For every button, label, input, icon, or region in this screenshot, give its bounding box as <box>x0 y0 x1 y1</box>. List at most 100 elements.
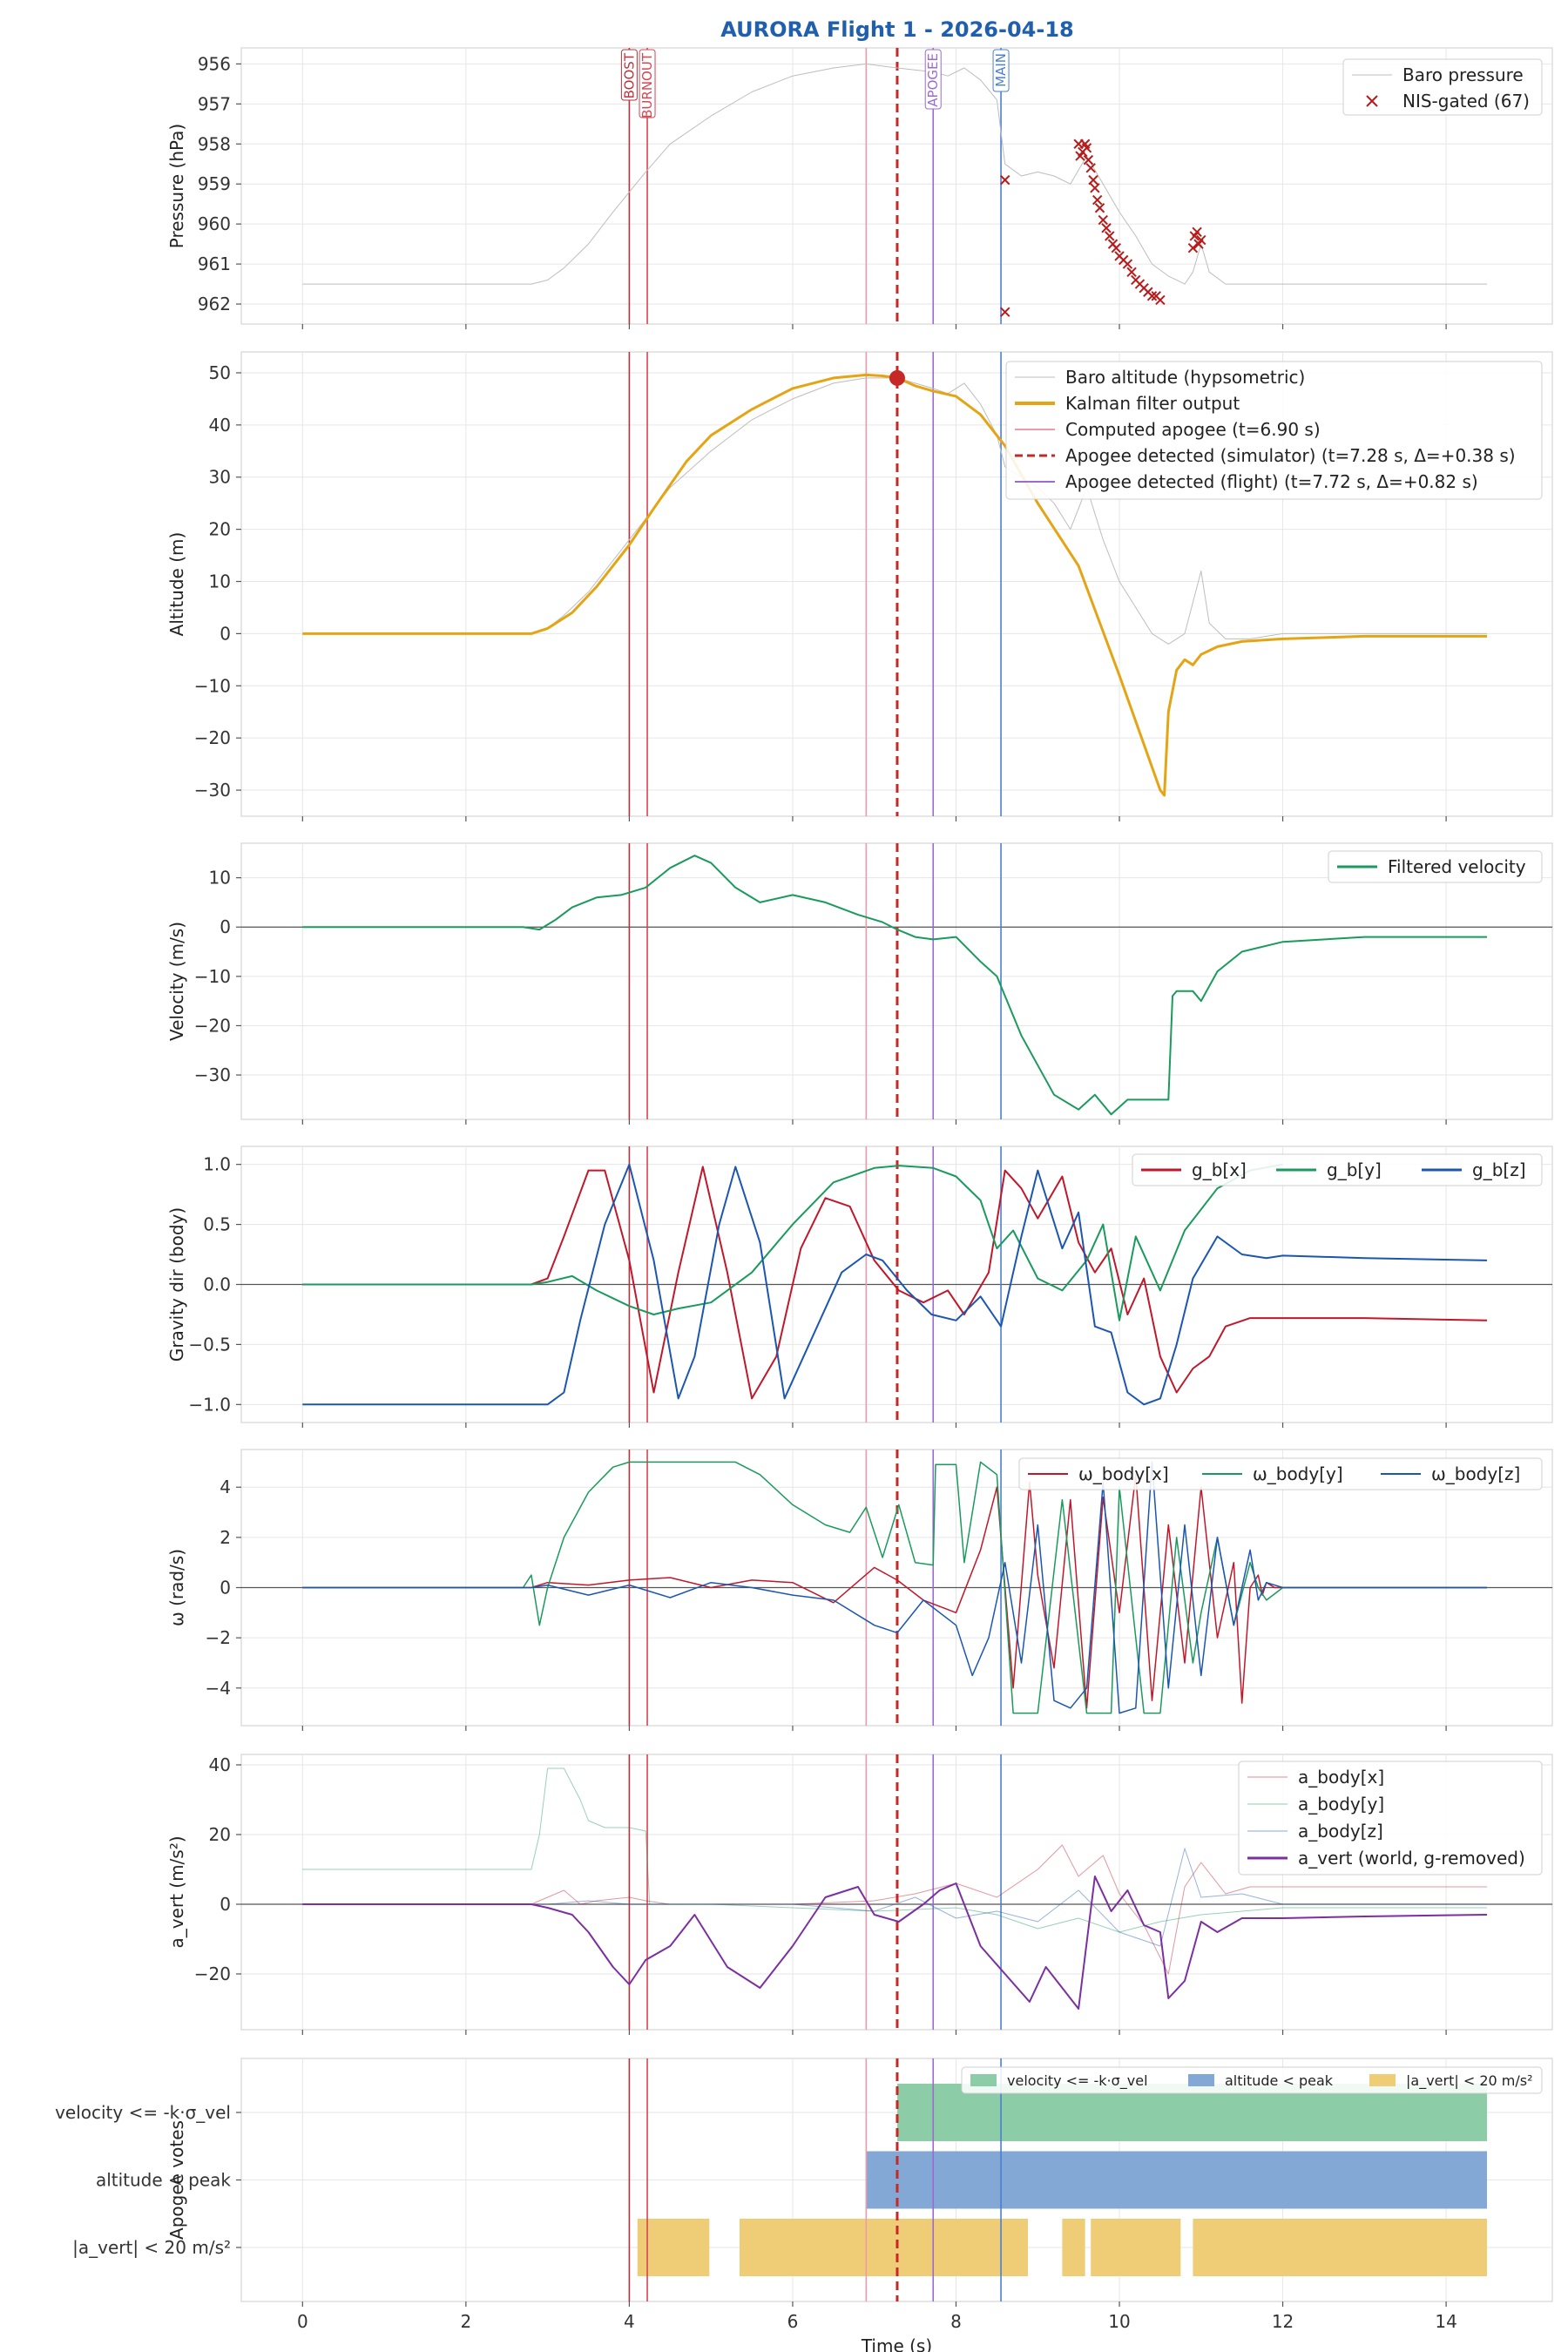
x-tick-label: 2 <box>460 2311 471 2332</box>
y-tick-label: 0 <box>220 1894 231 1915</box>
y-tick-label: 961 <box>198 253 231 274</box>
y-tick-label: −20 <box>194 727 231 748</box>
series-line <box>302 1848 1487 1947</box>
legend: Baro altitude (hypsometric) Kalman filter… <box>1005 361 1543 500</box>
legend-swatch <box>1366 95 1378 107</box>
series-line <box>302 855 1487 1116</box>
series-line <box>302 377 1487 645</box>
legend-label: a_vert (world, g-removed) <box>1298 1848 1525 1869</box>
x-tick-label: 4 <box>624 2311 635 2332</box>
legend-box <box>1238 1761 1543 1876</box>
event-label-box <box>924 49 942 110</box>
y-tick-label: −10 <box>194 966 231 987</box>
legend-label: Filtered velocity <box>1388 856 1526 877</box>
y-tick-label: 40 <box>209 1754 231 1775</box>
nis-point <box>1098 214 1108 226</box>
nis-point <box>1146 291 1158 301</box>
panel-pressure: 956 957 958 959 960 961 962 Pressure (hPa) BOOST… <box>166 47 1553 329</box>
y-tick-label: 956 <box>198 53 231 74</box>
legend-label: a_body[y] <box>1298 1794 1384 1815</box>
y-tick-label: −20 <box>194 1963 231 1984</box>
legend-box <box>1342 58 1543 116</box>
event-label-box <box>620 49 638 101</box>
y-tick-label: 10 <box>209 571 231 592</box>
y-tick-label: 50 <box>209 362 231 383</box>
series-line <box>302 63 1487 285</box>
y-tick-label: 0.5 <box>203 1214 231 1235</box>
series-line <box>302 1166 1488 1400</box>
y-axis-label: Gravity dir (body) <box>166 1207 187 1362</box>
vote-bar <box>637 2219 710 2276</box>
legend: ω_body[x] ω_body[y] ω_body[z] <box>1018 1457 1543 1490</box>
y-tick-label: 20 <box>209 519 231 540</box>
legend-label: a_body[x] <box>1298 1767 1384 1788</box>
legend-label: Baro altitude (hypsometric) <box>1065 367 1305 388</box>
event-label: MAIN <box>993 53 1009 87</box>
series-line <box>302 1474 1487 1709</box>
legend: g_b[x] g_b[y] g_b[z] <box>1132 1153 1543 1186</box>
legend-label: g_b[z] <box>1472 1159 1526 1180</box>
x-tick-label: 8 <box>950 2311 962 2332</box>
apogee-marker <box>889 369 905 386</box>
y-axis-label: Apogee votes <box>166 2120 187 2240</box>
y-tick-label: 40 <box>209 415 231 436</box>
nis-point <box>1000 307 1010 317</box>
legend-box <box>1328 850 1543 883</box>
y-tick-label: 958 <box>198 133 231 154</box>
vote-bar <box>739 2219 1028 2276</box>
y-tick-label: −0.5 <box>188 1334 231 1355</box>
nis-point <box>1105 231 1115 241</box>
nis-point <box>1092 194 1103 206</box>
series-line <box>302 1876 1488 2010</box>
x-axis-label: Time (s) <box>861 2335 932 2352</box>
y-tick-label: −1.0 <box>188 1394 231 1415</box>
x-tick-label: 10 <box>1108 2311 1130 2332</box>
nis-point <box>1111 243 1121 253</box>
y-tick-label: 960 <box>198 213 231 234</box>
x-tick-label: 14 <box>1435 2311 1456 2332</box>
y-axis-label: Velocity (m/s) <box>166 922 187 1041</box>
legend-box <box>1132 1153 1543 1186</box>
panel-votes: velocity <= -k·σ_vel altitude < peak |a_ve… <box>55 2058 1553 2352</box>
legend-swatch <box>1188 2074 1214 2086</box>
vote-bar <box>1193 2219 1487 2276</box>
series-line <box>302 1461 1487 1714</box>
y-tick-label: 30 <box>209 467 231 488</box>
legend-label: g_b[y] <box>1327 1159 1382 1180</box>
series-line <box>302 1767 1487 1933</box>
legend-label: |a_vert| < 20 m/s² <box>1406 2072 1533 2090</box>
nis-point <box>1101 223 1112 233</box>
y-tick-label: 957 <box>198 93 231 114</box>
y-tick-label: 0.0 <box>203 1274 231 1295</box>
legend-box <box>1005 361 1543 500</box>
vote-bar <box>1091 2219 1181 2276</box>
x-tick-label: 6 <box>787 2311 799 2332</box>
y-tick-label: 0 <box>220 916 231 937</box>
x-tick-label: 12 <box>1272 2311 1294 2332</box>
legend-label: Apogee detected (flight) (t=7.72 s, Δ=+0… <box>1065 471 1478 492</box>
series-line <box>302 1461 1487 1714</box>
nis-point <box>1126 267 1137 277</box>
nis-point <box>1189 231 1200 241</box>
y-tick-label: 1.0 <box>203 1154 231 1175</box>
panel-gravity: −1.0 −0.5 0.0 0.5 1.0 Gravity dir (body) g_b[x… <box>166 1146 1553 1428</box>
legend: a_body[x] a_body[y] a_body[z] a_vert (world… <box>1238 1761 1543 1876</box>
event-label: APOGEE <box>925 53 941 107</box>
legend-box <box>1018 1457 1543 1490</box>
vote-category-label: |a_vert| < 20 m/s² <box>72 2237 231 2258</box>
series-line <box>302 1163 1283 1321</box>
nis-point <box>1088 174 1098 186</box>
nis-point <box>1193 239 1204 249</box>
event-label: BURNOUT <box>639 52 655 118</box>
y-tick-label: −30 <box>194 780 231 801</box>
legend-swatch <box>1369 2074 1396 2086</box>
legend-box <box>961 2066 1543 2094</box>
legend-label: ω_body[y] <box>1253 1463 1343 1484</box>
event-label-box <box>639 49 656 118</box>
panel-accel: −20 0 20 40 a_vert (m/s²) a_body[x] a_body[y]a… <box>166 1754 1553 2035</box>
y-tick-label: 0 <box>220 1578 231 1598</box>
legend-label: Baro pressure <box>1402 64 1524 85</box>
nis-point <box>1000 174 1010 186</box>
